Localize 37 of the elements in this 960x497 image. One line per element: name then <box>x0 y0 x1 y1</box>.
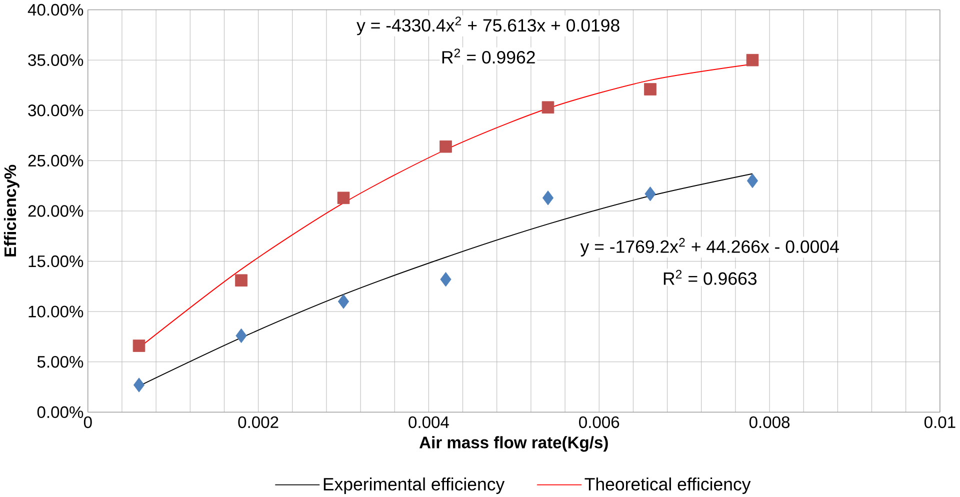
y-axis-title: Efficiency% <box>4 165 20 256</box>
x-axis-title: Air mass flow rate(Kg/s) <box>419 436 608 452</box>
point <box>746 54 759 66</box>
y-tick-label: 35.00% <box>28 54 84 66</box>
point <box>644 186 656 202</box>
point <box>337 192 350 204</box>
x-tick-label: 0.01 <box>924 416 956 428</box>
annotation: R$^{2}$ = 0.9663 <box>664 270 756 285</box>
annotation: R$^{2}$ = 0.9962 <box>442 48 535 64</box>
legend-label: Experimental efficiency <box>324 478 505 494</box>
point <box>542 101 554 114</box>
y-tick-label: 40.00% <box>28 4 84 16</box>
point <box>338 294 350 309</box>
x-tick-label: 0.006 <box>579 416 620 428</box>
x-tick-label: 0.008 <box>749 416 790 428</box>
x-tick-label: 0 <box>84 416 92 428</box>
y-tick-label: 30.00% <box>28 104 84 116</box>
x-tick-label: 0.004 <box>408 416 449 428</box>
point <box>133 378 145 392</box>
point <box>542 190 554 206</box>
y-tick-label: 10.00% <box>28 306 84 318</box>
point <box>440 140 452 153</box>
point <box>746 174 758 188</box>
point <box>644 83 656 96</box>
point <box>236 328 247 344</box>
y-tick-label: 20.00% <box>28 205 84 217</box>
legend-label: Theoretical efficiency <box>584 478 751 494</box>
point <box>132 340 146 352</box>
annotation: y = -4330.4x$^{2}$ + 75.613x + 0.0198 <box>356 16 620 36</box>
y-tick-label: 15.00% <box>28 255 84 268</box>
y-tick-label: 0.00% <box>37 406 84 418</box>
annotation: y = -1769.2x$^{2}$ + 44.266x - 0.0004 <box>580 238 839 257</box>
y-tick-label: 5.00% <box>37 356 84 368</box>
point <box>440 272 452 287</box>
x-tick-label: 0.002 <box>238 416 278 428</box>
point <box>235 274 248 287</box>
y-tick-label: 25.00% <box>28 154 84 167</box>
